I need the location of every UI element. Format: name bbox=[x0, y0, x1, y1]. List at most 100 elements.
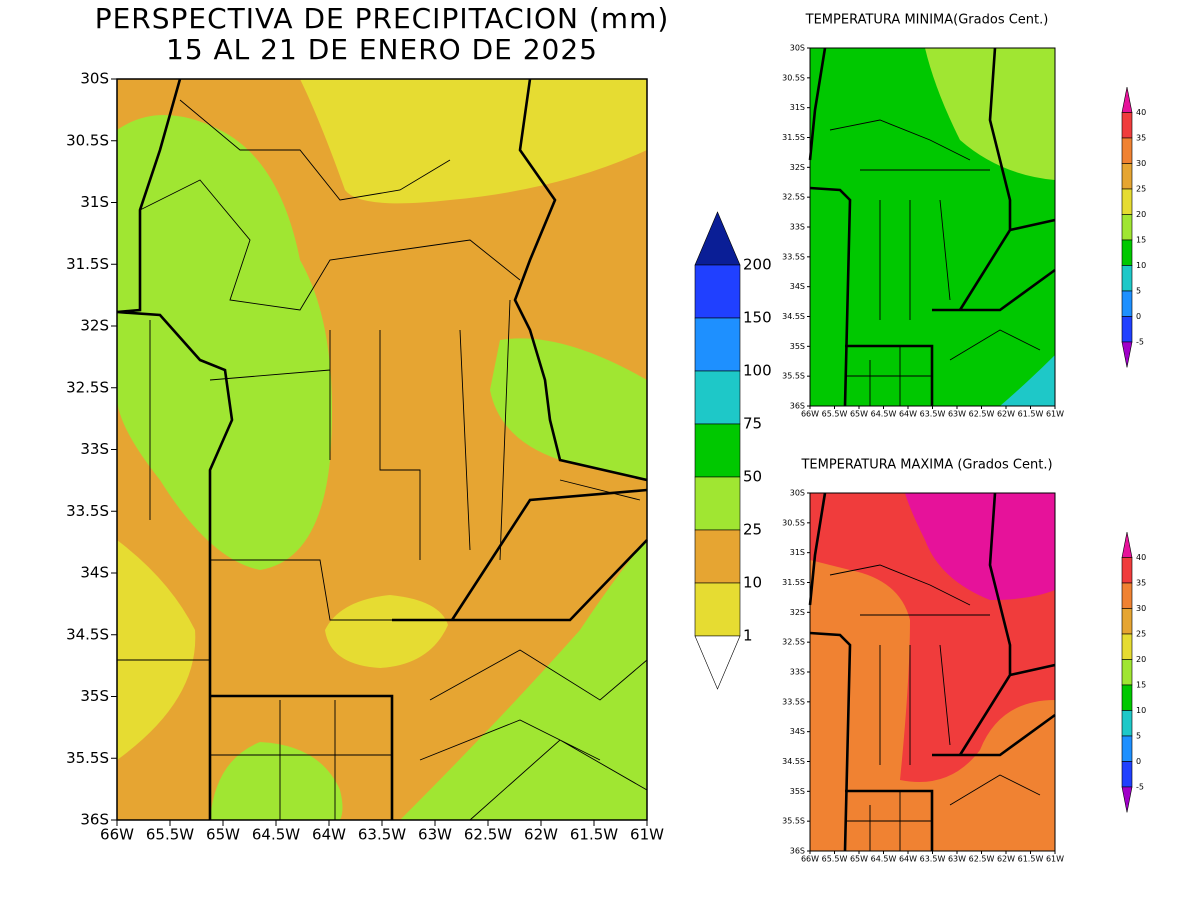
lat-label: 35S bbox=[80, 687, 109, 705]
legend-label: 30 bbox=[1136, 159, 1146, 168]
lon-label: 63.5W bbox=[920, 410, 946, 419]
lon-label: 63.5W bbox=[358, 826, 406, 844]
legend-label: -5 bbox=[1136, 783, 1144, 792]
boundaries bbox=[116, 78, 648, 821]
lon-label: 64W bbox=[899, 855, 917, 864]
lat-label: 30.5S bbox=[782, 518, 805, 527]
lon-label: 66W bbox=[100, 826, 134, 844]
lon-label: 62.5W bbox=[464, 826, 512, 844]
legend-label: 35 bbox=[1136, 579, 1146, 588]
legend-label: 25 bbox=[1136, 630, 1146, 639]
field-10-15 bbox=[1000, 355, 1055, 406]
lon-label: 64.5W bbox=[871, 410, 897, 419]
map-title: TEMPERATURA MINIMA(Grados Cent.) bbox=[805, 13, 1049, 28]
lat-label: 36S bbox=[790, 402, 805, 411]
field-1-10 bbox=[300, 79, 647, 204]
lat-label: 34S bbox=[790, 727, 805, 736]
legend-label: 5 bbox=[1136, 287, 1141, 296]
legend-swatch bbox=[1121, 86, 1133, 113]
legend-swatch bbox=[1121, 188, 1133, 215]
field-25-50 bbox=[210, 742, 343, 820]
legend-label: 0 bbox=[1136, 312, 1141, 321]
legend-swatch bbox=[1121, 214, 1133, 241]
lat-label: 35.5S bbox=[66, 749, 109, 767]
lat-label: 34.5S bbox=[782, 312, 805, 321]
legend-label: 15 bbox=[1136, 236, 1146, 245]
legend-swatch bbox=[1121, 659, 1133, 686]
legend-label: 10 bbox=[1136, 706, 1146, 715]
legend-swatch bbox=[694, 317, 741, 372]
min-map bbox=[808, 47, 1056, 407]
legend-label: 40 bbox=[1136, 553, 1146, 562]
legend-swatch bbox=[694, 264, 741, 319]
field-25-50 bbox=[117, 123, 240, 250]
legend-swatch bbox=[694, 582, 741, 637]
map-title: PERSPECTIVA DE PRECIPITACION (mm) bbox=[95, 2, 670, 35]
lon-label: 65W bbox=[206, 826, 240, 844]
lat-label: 31S bbox=[80, 193, 109, 211]
map-subtitle: 15 AL 21 DE ENERO DE 2025 bbox=[166, 33, 598, 66]
lon-label: 62W bbox=[524, 826, 558, 844]
legend-label: 10 bbox=[743, 574, 762, 592]
legend-swatch bbox=[1121, 137, 1133, 164]
legend-label: 20 bbox=[1136, 655, 1146, 664]
field-1-10 bbox=[325, 595, 448, 668]
lat-label: 33S bbox=[790, 223, 805, 232]
lon-label: 61W bbox=[1046, 855, 1064, 864]
precip-map bbox=[116, 78, 648, 821]
legend-swatch bbox=[1121, 163, 1133, 190]
lon-label: 61.5W bbox=[1018, 410, 1044, 419]
lon-label: 64W bbox=[312, 826, 346, 844]
lat-label: 35.5S bbox=[782, 372, 805, 381]
lon-label: 62W bbox=[997, 410, 1015, 419]
lon-label: 61.5W bbox=[570, 826, 618, 844]
lat-label: 34.5S bbox=[782, 757, 805, 766]
legend-label: 40 bbox=[1136, 108, 1146, 117]
lat-label: 33.5S bbox=[66, 502, 109, 520]
lat-label: 30S bbox=[80, 70, 109, 88]
lat-label: 33S bbox=[790, 668, 805, 677]
legend-swatch bbox=[1121, 290, 1133, 317]
legend-label: 15 bbox=[1136, 681, 1146, 690]
lat-label: 34S bbox=[790, 282, 805, 291]
max-map bbox=[808, 492, 1056, 852]
legend-swatch bbox=[1121, 735, 1133, 762]
legend-swatch bbox=[1121, 684, 1133, 711]
legend-swatch bbox=[694, 423, 741, 478]
legend-label: 100 bbox=[743, 362, 772, 380]
legend-label: 35 bbox=[1136, 134, 1146, 143]
lon-label: 61W bbox=[630, 826, 664, 844]
lat-label: 31S bbox=[790, 103, 805, 112]
legend-swatch bbox=[1121, 786, 1133, 813]
lat-label: 32.5S bbox=[782, 638, 805, 647]
lat-label: 32S bbox=[80, 317, 109, 335]
legend-label: 200 bbox=[743, 256, 772, 274]
lat-label: 32S bbox=[790, 608, 805, 617]
lon-label: 64.5W bbox=[252, 826, 300, 844]
legend-swatch bbox=[1121, 582, 1133, 609]
lon-label: 65.5W bbox=[822, 855, 848, 864]
lon-label: 62.5W bbox=[969, 410, 995, 419]
lat-label: 30S bbox=[790, 489, 805, 498]
legend-swatch bbox=[1121, 341, 1133, 368]
lat-label: 36S bbox=[80, 811, 109, 829]
lat-label: 32.5S bbox=[782, 193, 805, 202]
legend-label: 75 bbox=[743, 415, 762, 433]
lon-label: 61W bbox=[1046, 410, 1064, 419]
lon-label: 62W bbox=[997, 855, 1015, 864]
legend-swatch bbox=[1121, 239, 1133, 266]
legend-label: 1 bbox=[743, 627, 753, 645]
lat-label: 35.5S bbox=[782, 817, 805, 826]
lon-label: 65W bbox=[850, 855, 868, 864]
lon-label: 65W bbox=[850, 410, 868, 419]
lon-label: 64.5W bbox=[871, 855, 897, 864]
field-35-40 bbox=[905, 493, 1055, 600]
lat-label: 33.5S bbox=[782, 697, 805, 706]
legend-swatch bbox=[694, 635, 741, 690]
lon-label: 66W bbox=[801, 410, 819, 419]
legend-swatch bbox=[1121, 633, 1133, 660]
legend-label: 25 bbox=[1136, 185, 1146, 194]
lat-label: 35S bbox=[790, 342, 805, 351]
legend-swatch bbox=[694, 476, 741, 531]
lon-label: 65.5W bbox=[146, 826, 194, 844]
